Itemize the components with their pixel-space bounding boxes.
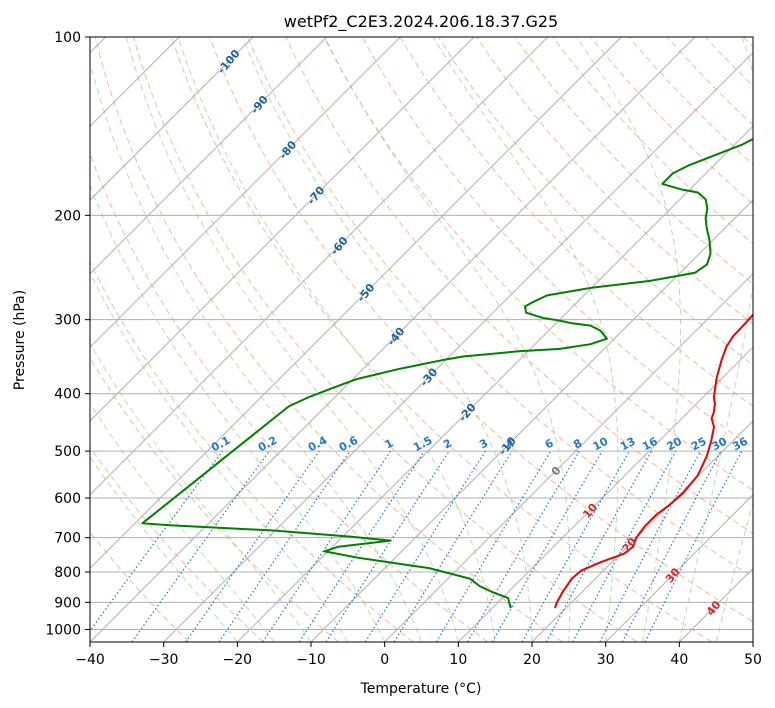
isotherm-line [90,37,696,642]
moist-adiabat-line [177,37,496,642]
moist-adiabat-line [125,37,459,642]
y-tick-label: 300 [54,313,81,329]
mixing-ratio-label: 36 [730,435,750,454]
moist-adiabat-line [90,402,275,642]
x-tick-label: 20 [523,652,541,668]
isotherm-line [531,420,753,642]
dry-adiabat-line [514,37,753,285]
mixing-ratio-label: 30 [710,435,730,454]
mixing-ratio-line [521,450,631,642]
x-axis-label: Temperature (°C) [360,681,482,697]
isotherm-line [384,272,753,642]
x-tick-label: 0 [380,652,389,668]
moist-adiabat-line [715,500,753,642]
y-axis: 100 200 300 400 500 600 700 800 900 1000 [45,30,90,638]
dewpoint-profile-line [141,137,753,609]
moist-adiabat-line [90,60,422,642]
isotherm-line [90,37,622,570]
isotherm-line [310,199,753,642]
moist-adiabat-line [576,37,682,642]
isotherm-line [457,346,753,642]
moist-adiabat-line [678,37,753,642]
y-tick-label: 900 [54,595,81,611]
x-tick-label: −20 [223,652,253,668]
x-tick-label: 40 [670,652,688,668]
y-tick-label: 1000 [45,622,81,638]
y-tick-label: 800 [54,565,81,581]
x-tick-label: −40 [75,652,105,668]
dry-adiabat-line [90,260,414,642]
dry-adiabat-line [90,446,264,642]
isotherm-grid [90,37,753,642]
dry-adiabat-line [209,37,753,623]
dry-adiabat-line [399,37,753,407]
mixing-ratio-label: 10 [591,435,611,454]
mixing-ratio-line [466,450,580,642]
mixing-ratio-line [572,450,677,642]
mixing-ratio-label: 25 [689,435,709,454]
moist-adiabat-line [90,456,238,642]
dry-adiabat-line [247,37,753,578]
mixing-ratio-line [435,450,552,642]
dry-adiabat-line [628,37,753,166]
mixing-ratio-line [393,450,513,642]
moist-adiabat-line [241,37,533,642]
moist-adiabat-line [90,184,386,642]
mixing-ratio-line [545,450,653,642]
x-tick-label: 50 [744,652,762,668]
mixing-ratio-line [218,450,351,642]
moist-adiabat-line [90,271,349,642]
temperature-profile-line [554,313,753,609]
mixing-ratio-line [185,450,320,642]
dry-adiabat-line [323,37,753,491]
mixing-ratio-line [364,450,486,642]
mixing-ratio-line [131,450,270,642]
mixing-ratio-line [325,450,450,642]
profile-series [141,137,753,609]
y-tick-label: 100 [54,30,81,46]
mixing-ratio-line [90,450,223,632]
mixing-ratio-label: 13 [618,435,638,454]
dry-adiabat-line [476,37,753,325]
isotherm-line [90,37,328,275]
isobar-grid [90,37,753,630]
plot-area: -100-90-80-70-60-50-40-30-20-10010203040… [90,37,753,642]
y-axis-label: Pressure (hPa) [12,290,28,390]
isotherm-line [236,125,753,642]
isotherm-line [90,37,549,496]
y-tick-label: 400 [54,387,81,403]
x-tick-label: −10 [296,652,326,668]
isotherm-line [605,493,753,642]
moist-adiabat-line [324,37,571,642]
isotherm-line [90,37,254,201]
x-tick-label: −30 [149,652,179,668]
x-tick-label: 10 [449,652,467,668]
x-tick-label: 30 [597,652,615,668]
mixing-ratio-lines [90,450,743,642]
dry-adiabat-line [132,37,638,642]
mixing-ratio-label: 20 [664,435,684,454]
chart-title: wetPf2_C2E3.2024.206.18.37.G25 [284,12,558,32]
isotherm-line [90,37,475,422]
y-tick-label: 200 [54,208,81,224]
y-tick-label: 700 [54,531,81,547]
y-tick-label: 600 [54,491,81,507]
isotherm-line [90,37,401,349]
dry-adiabat-line [94,37,563,642]
y-tick-label: 500 [54,444,81,460]
x-axis: −40 −30 −20 −10 0 10 20 30 40 50 [75,642,762,668]
isotherm-line [163,51,753,642]
plot-frame [89,36,754,643]
mixing-ratio-label: 16 [640,435,660,454]
mixing-ratio-line [491,450,603,642]
